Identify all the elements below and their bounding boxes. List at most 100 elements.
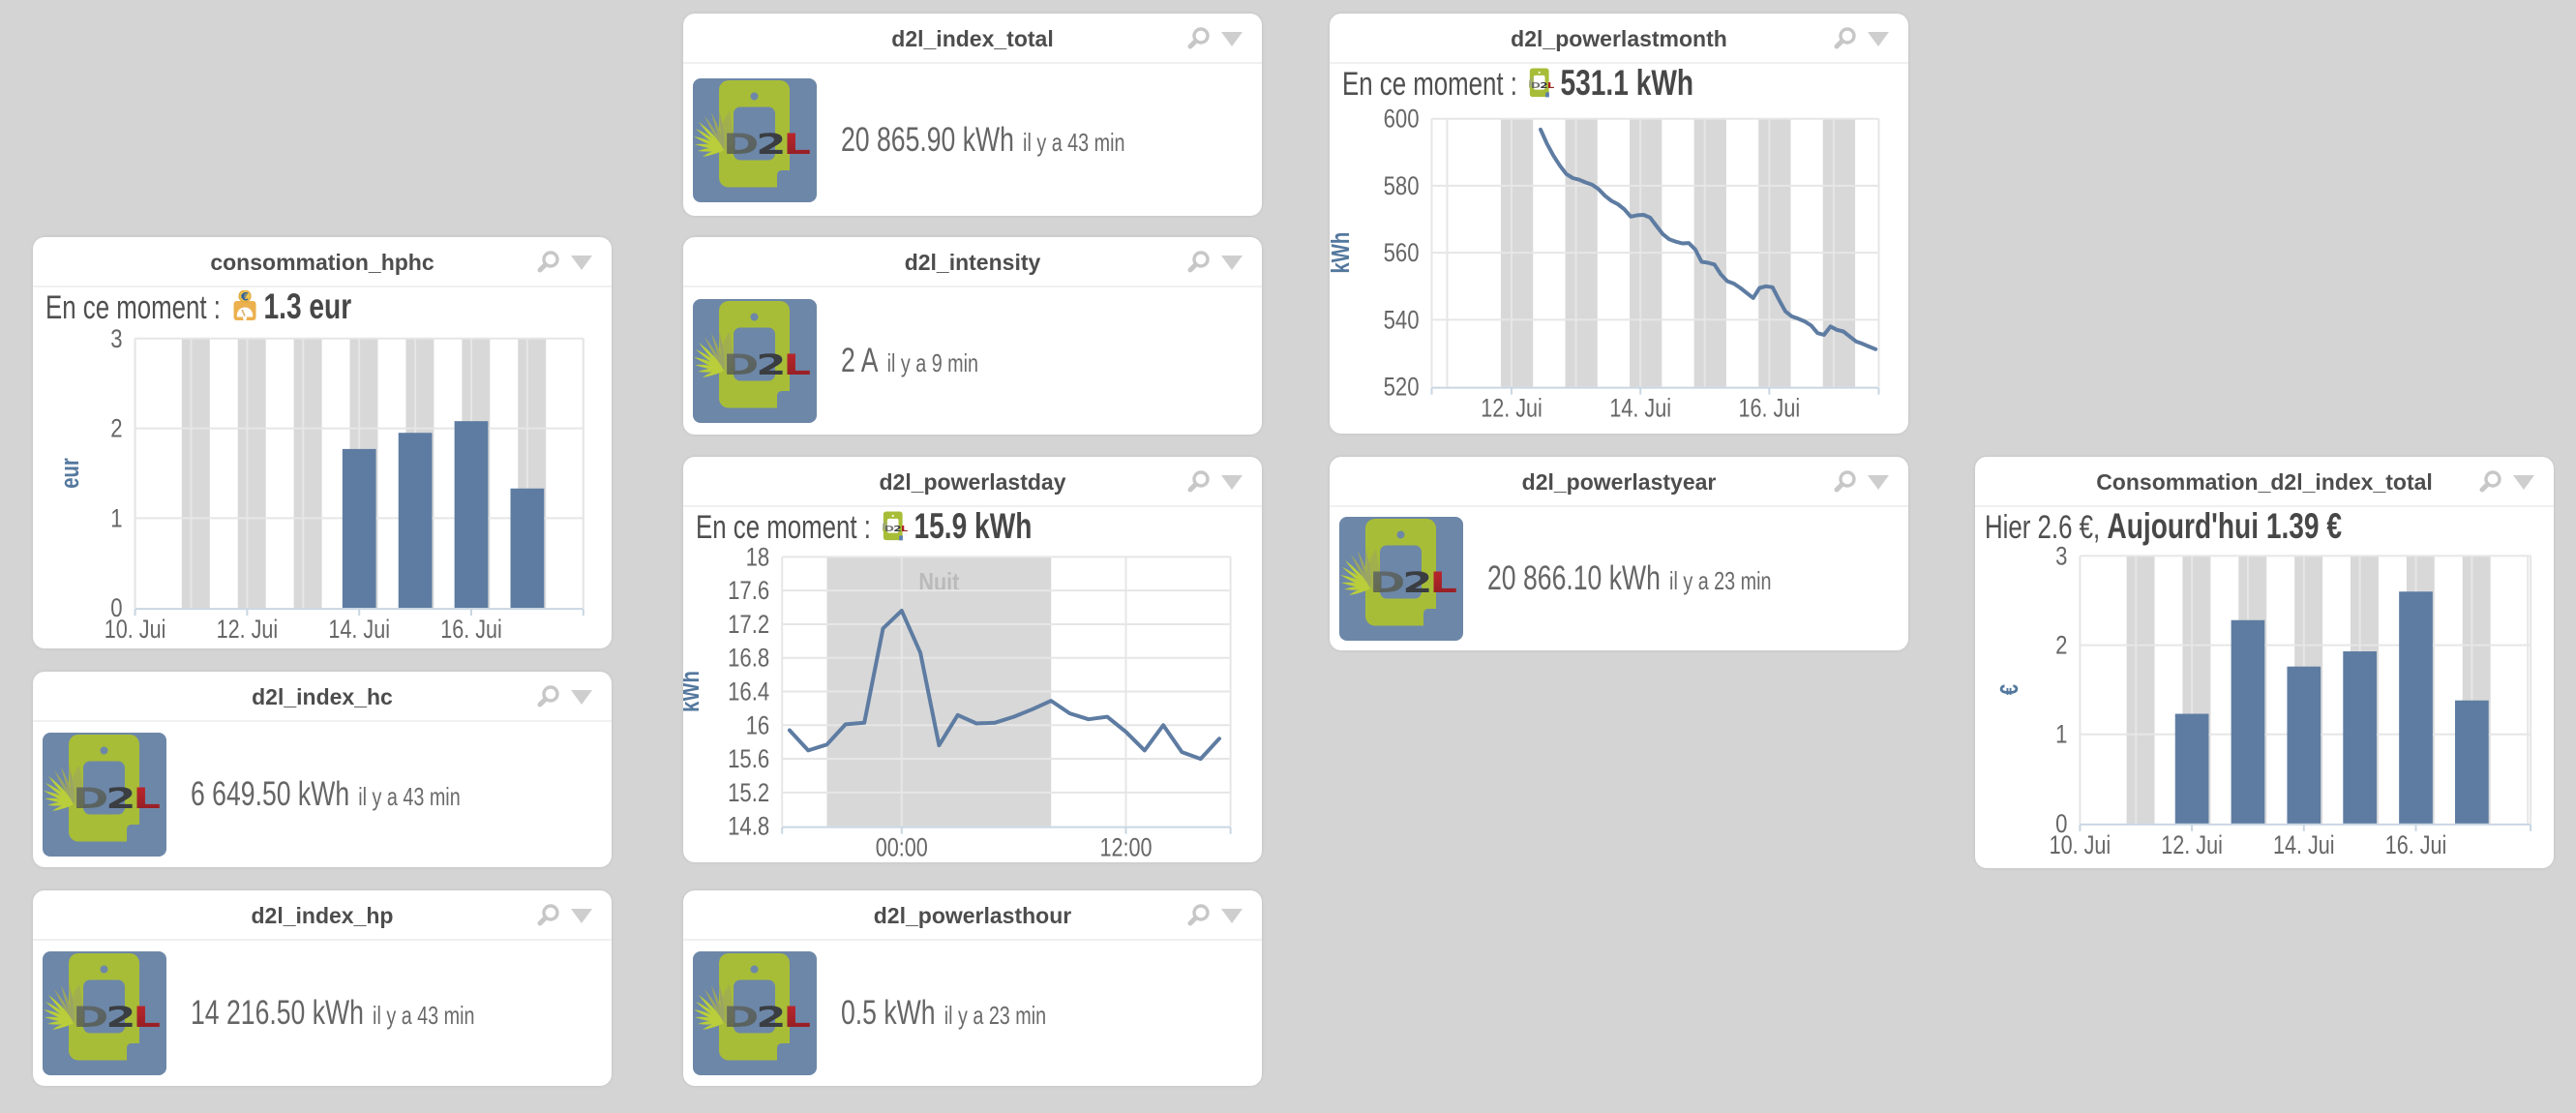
widget-title: d2l_index_hc [252, 684, 393, 709]
value-age: il y a 23 min [944, 1001, 1047, 1030]
widget-title: d2l_powerlastyear [1521, 469, 1717, 495]
value-age: il y a 43 min [358, 782, 461, 811]
chevron-down-icon[interactable] [1221, 256, 1243, 270]
widget-d2l-powerlastmonth: d2l_powerlastmonth En ce moment : D2L 531… [1330, 14, 1908, 434]
svg-text:1: 1 [2055, 721, 2067, 750]
value-row: 20 866.10 kWh il y a 23 min [1487, 559, 1771, 598]
magnifier-icon[interactable] [536, 684, 561, 709]
svg-text:16.4: 16.4 [728, 678, 769, 707]
widget-consommation-hphc: consommation_hphc En ce moment : €1.3 eu… [33, 237, 612, 648]
chevron-down-icon[interactable] [1868, 32, 1889, 46]
chevron-down-icon[interactable] [571, 256, 592, 270]
magnifier-icon[interactable] [1833, 26, 1858, 51]
svg-text:580: 580 [1384, 172, 1420, 201]
widget-header: d2l_index_hc [33, 672, 612, 722]
svg-text:15.2: 15.2 [728, 779, 769, 808]
widget-title: consommation_hphc [210, 250, 434, 275]
svg-text:17.6: 17.6 [728, 577, 769, 606]
value-text: 20 865.90 kWh [841, 120, 1014, 159]
value-text: 0.5 kWh [841, 994, 936, 1032]
svg-text:16. Jui: 16. Jui [440, 616, 502, 645]
yesterday-cost: Hier 2.6 €, [1985, 509, 2108, 546]
magnifier-icon[interactable] [1833, 469, 1858, 495]
magnifier-icon[interactable] [536, 903, 561, 928]
widget-d2l-powerlasthour: d2l_powerlasthour D2L 0.5 kWh il y a 23 … [683, 890, 1262, 1086]
widget-title: d2l_powerlastday [879, 469, 1066, 495]
svg-text:D2L: D2L [723, 1001, 811, 1034]
chevron-down-icon[interactable] [1221, 475, 1243, 490]
today-cost: Aujourd'hui 1.39 € [2107, 506, 2343, 546]
d2l-mini-icon: D2L [882, 511, 908, 541]
current-value: 1.3 eur [263, 286, 352, 326]
svg-text:12. Jui: 12. Jui [1481, 394, 1543, 423]
value-text: 6 649.50 kWh [191, 775, 350, 813]
value-row: 20 865.90 kWh il y a 43 min [841, 121, 1124, 160]
d2l-logo: D2L [693, 77, 817, 202]
widget-title: d2l_powerlastmonth [1511, 26, 1727, 51]
current-value: 531.1 kWh [1560, 63, 1694, 103]
svg-text:kWh: kWh [1330, 232, 1355, 274]
svg-text:0: 0 [2055, 810, 2067, 839]
chevron-down-icon[interactable] [1221, 909, 1243, 923]
widget-d2l-powerlastyear: d2l_powerlastyear D2L 20 866.10 kWh il y… [1330, 457, 1908, 650]
value-age: il y a 43 min [1023, 127, 1125, 157]
widget-header: d2l_intensity [683, 237, 1262, 287]
chevron-down-icon[interactable] [1221, 32, 1243, 46]
widget-d2l-intensity: d2l_intensity D2L 2 A il y a 9 min [683, 237, 1262, 435]
widget-header: d2l_powerlastday [683, 457, 1262, 507]
current-value-line: En ce moment : D2L 531.1 kWh [1342, 63, 1694, 103]
svg-text:12. Jui: 12. Jui [2161, 831, 2223, 860]
chevron-down-icon[interactable] [1868, 475, 1889, 490]
svg-text:kWh: kWh [683, 671, 704, 712]
widget-title: d2l_index_hp [251, 903, 394, 928]
svg-text:15.6: 15.6 [728, 745, 769, 774]
value-age: il y a 23 min [1669, 566, 1772, 595]
svg-text:10. Jui: 10. Jui [105, 616, 166, 645]
chevron-down-icon[interactable] [571, 909, 592, 923]
magnifier-icon[interactable] [536, 250, 561, 275]
svg-text:D2L: D2L [73, 782, 161, 815]
widget-header: Consommation_d2l_index_total [1975, 457, 2554, 507]
svg-text:2: 2 [110, 415, 122, 444]
current-label: En ce moment : [1342, 66, 1525, 103]
magnifier-icon[interactable] [1186, 903, 1212, 928]
chevron-down-icon[interactable] [2513, 475, 2534, 490]
value-text: 20 866.10 kWh [1487, 559, 1661, 597]
cost-gauge-icon: € [232, 290, 257, 321]
svg-text:D2L: D2L [1531, 81, 1554, 89]
widget-header: d2l_index_hp [33, 890, 612, 941]
widget-header: d2l_powerlasthour [683, 890, 1262, 941]
svg-text:D2L: D2L [723, 348, 811, 381]
widget-header: d2l_index_total [683, 14, 1262, 64]
svg-text:D2L: D2L [884, 525, 908, 532]
widget-header: consommation_hphc [33, 237, 612, 287]
widget-d2l-index-hc: d2l_index_hc D2L 6 649.50 kWh il y a 43 … [33, 672, 612, 867]
svg-text:1: 1 [110, 504, 122, 533]
widget-d2l-index-total: d2l_index_total D2L 20 865.90 kWh il y a… [683, 14, 1262, 216]
svg-text:D2L: D2L [723, 128, 811, 161]
widget-consommation-d2l-index-total: Consommation_d2l_index_total Hier 2.6 €,… [1975, 457, 2554, 868]
magnifier-icon[interactable] [1186, 250, 1212, 275]
d2l-logo: D2L [43, 951, 166, 1075]
chevron-down-icon[interactable] [571, 690, 592, 705]
current-value: 15.9 kWh [914, 506, 1033, 546]
svg-text:16: 16 [746, 711, 770, 740]
magnifier-icon[interactable] [2478, 469, 2503, 495]
magnifier-icon[interactable] [1186, 469, 1212, 495]
value-row: 14 216.50 kWh il y a 43 min [191, 994, 474, 1033]
svg-text:16. Jui: 16. Jui [1739, 394, 1801, 423]
svg-text:16. Jui: 16. Jui [2385, 831, 2447, 860]
svg-text:14. Jui: 14. Jui [1609, 394, 1671, 423]
current-label: En ce moment : [696, 509, 879, 546]
value-row: 2 A il y a 9 min [841, 342, 978, 380]
magnifier-icon[interactable] [1186, 26, 1212, 51]
widget-d2l-powerlastday: d2l_powerlastday En ce moment : D2L 15.9 … [683, 457, 1262, 862]
svg-text:3: 3 [110, 325, 122, 354]
svg-text:eur: eur [56, 458, 84, 489]
widget-header: d2l_powerlastyear [1330, 457, 1908, 507]
current-label: En ce moment : [45, 289, 228, 326]
d2l-mini-icon: D2L [1528, 68, 1554, 98]
svg-text:12:00: 12:00 [1099, 833, 1152, 862]
d2l-logo: D2L [1339, 517, 1463, 641]
